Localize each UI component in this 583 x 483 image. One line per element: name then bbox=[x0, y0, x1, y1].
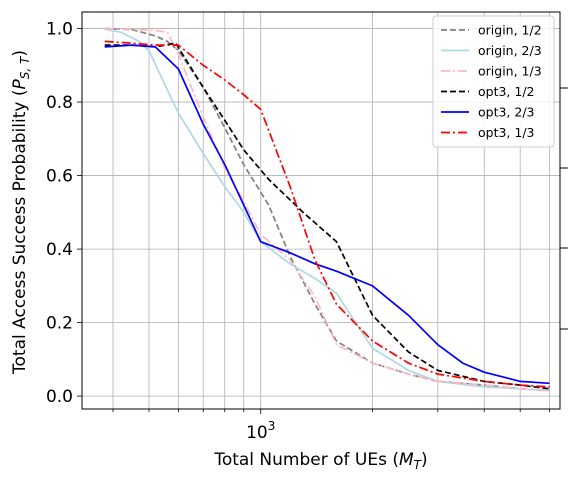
x-tick-label: 103 bbox=[246, 419, 275, 443]
series-line bbox=[104, 44, 550, 385]
plot-border bbox=[81, 11, 561, 410]
y-axis-label: Total Access Success Probability (PS, T) bbox=[10, 50, 32, 375]
series-line bbox=[104, 28, 550, 392]
y-tick-label: 0.0 bbox=[46, 387, 73, 407]
plot-frame bbox=[81, 11, 568, 410]
y-tick-label: 0.2 bbox=[46, 314, 73, 334]
y-tick-label: 0.6 bbox=[46, 167, 73, 187]
x-axis-label: Total Number of UEs (MT) bbox=[213, 450, 427, 472]
legend-label: opt3, 2/3 bbox=[478, 105, 535, 120]
axis-ticks: 0.0 0.2 0.4 0.6 0.8 1.0 103 bbox=[46, 20, 550, 443]
legend-label: opt3, 1/2 bbox=[478, 84, 535, 99]
legend-box bbox=[432, 15, 555, 148]
series-line bbox=[104, 40, 550, 388]
y-tick-label: 1.0 bbox=[46, 20, 73, 40]
y-tick-label: 0.8 bbox=[46, 93, 73, 113]
y-tick-label: 0.4 bbox=[46, 240, 73, 260]
legend-label: origin, 2/3 bbox=[478, 43, 542, 58]
series-lines bbox=[104, 27, 550, 392]
legend: origin, 1/2 origin, 2/3 origin, 1/3 opt3, 1… bbox=[432, 15, 555, 148]
legend-label: origin, 1/3 bbox=[478, 64, 542, 79]
legend-label: opt3, 1/3 bbox=[478, 125, 535, 140]
legend-label: origin, 1/2 bbox=[478, 23, 542, 38]
